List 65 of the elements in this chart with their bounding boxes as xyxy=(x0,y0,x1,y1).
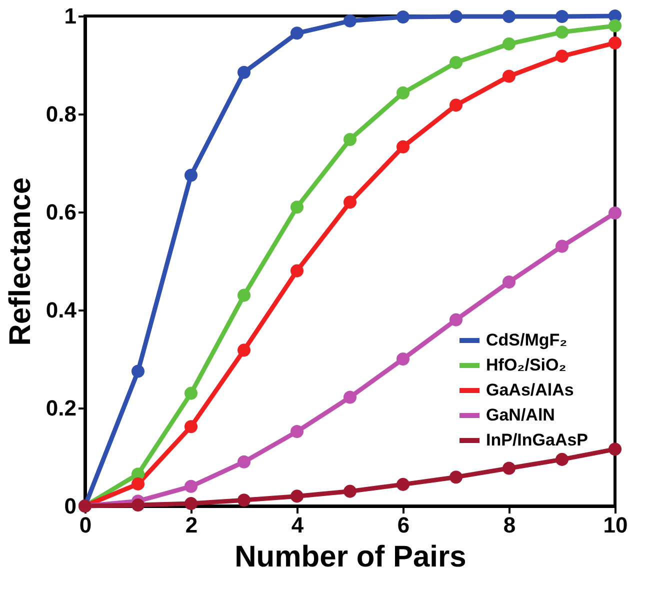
point xyxy=(343,132,357,146)
legend-label: InP/InGaAsP xyxy=(486,430,588,450)
x-tick-label: 4 xyxy=(291,512,304,538)
legend-label: CdS/MgF₂ xyxy=(486,330,568,350)
point xyxy=(502,276,516,289)
point xyxy=(184,480,198,493)
x-tick-label: 2 xyxy=(185,512,198,538)
y-axis-title: Reflectance xyxy=(4,177,37,346)
point xyxy=(449,98,463,112)
point xyxy=(502,462,516,475)
point xyxy=(237,66,251,79)
point xyxy=(502,10,516,23)
point xyxy=(184,420,198,434)
point xyxy=(396,140,410,154)
point xyxy=(555,240,569,253)
point xyxy=(290,264,304,278)
point xyxy=(343,390,357,404)
point xyxy=(184,497,198,510)
point xyxy=(290,26,304,40)
point xyxy=(449,470,463,484)
point xyxy=(237,344,251,357)
point xyxy=(449,10,463,23)
point xyxy=(343,14,357,28)
x-tick-label: 8 xyxy=(503,512,516,538)
y-tick-label: 0.4 xyxy=(46,298,78,322)
point xyxy=(502,70,516,83)
legend-label: HfO₂/SiO₂ xyxy=(486,356,566,374)
point xyxy=(290,490,304,503)
point xyxy=(608,206,622,220)
point xyxy=(290,425,304,438)
point xyxy=(555,26,569,39)
x-tick-label: 10 xyxy=(603,512,628,538)
point xyxy=(449,313,463,326)
point xyxy=(502,37,516,50)
y-tick-label: 0 xyxy=(64,494,76,518)
point xyxy=(131,364,145,378)
x-tick-label: 6 xyxy=(397,512,410,538)
point xyxy=(449,56,463,70)
point xyxy=(237,494,251,507)
point xyxy=(184,168,198,182)
y-tick-label: 0.8 xyxy=(46,102,76,126)
point xyxy=(131,477,145,490)
y-tick-label: 0.2 xyxy=(46,396,76,420)
point xyxy=(396,86,410,100)
point xyxy=(396,352,410,366)
y-tick-label: 0.6 xyxy=(46,200,76,224)
point xyxy=(608,19,622,32)
x-axis-title: Number of Pairs xyxy=(234,540,466,574)
legend-label: GaN/AlN xyxy=(486,406,555,424)
y-tick-label: 1 xyxy=(64,4,76,28)
point xyxy=(555,452,569,466)
point xyxy=(555,10,569,23)
point xyxy=(555,50,569,63)
point xyxy=(290,200,304,214)
point xyxy=(184,386,198,400)
point xyxy=(131,498,145,512)
legend-label: GaAs/AlAs xyxy=(486,380,574,400)
point xyxy=(343,196,357,209)
point xyxy=(396,10,410,24)
point xyxy=(608,442,622,456)
point xyxy=(237,455,251,468)
point xyxy=(608,36,622,50)
point xyxy=(237,288,251,302)
point xyxy=(396,478,410,491)
point xyxy=(343,484,357,498)
